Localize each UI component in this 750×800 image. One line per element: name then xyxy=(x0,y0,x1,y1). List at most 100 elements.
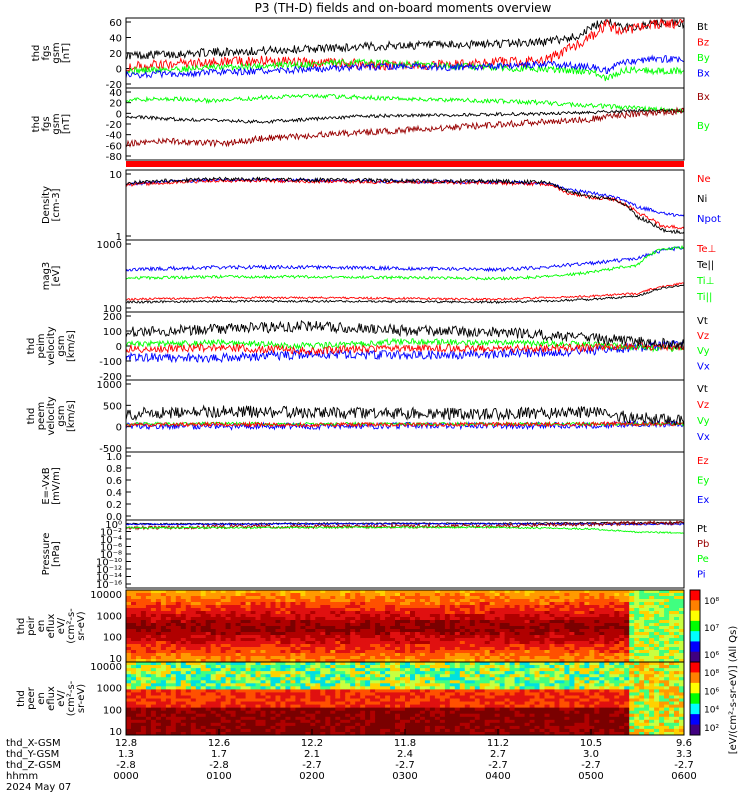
heatmap-cell xyxy=(395,599,401,603)
heatmap-cell xyxy=(549,638,555,642)
heatmap-cell xyxy=(679,617,685,621)
heatmap-cell xyxy=(200,590,207,594)
ytick-label: 10000 xyxy=(90,590,122,601)
heatmap-cell xyxy=(235,719,242,724)
ytick-label: 10⁻⁶ xyxy=(100,543,122,554)
heatmap-cell xyxy=(300,656,306,660)
heatmap-cell xyxy=(160,593,167,597)
heatmap-cell xyxy=(429,665,436,669)
heatmap-cell xyxy=(285,704,291,709)
heatmap-cell xyxy=(175,620,182,624)
heatmap-cell xyxy=(126,611,132,615)
heatmap-cell xyxy=(310,629,316,633)
heatmap-cell xyxy=(449,650,456,654)
heatmap-cell xyxy=(504,647,511,651)
heatmap-cell xyxy=(305,641,311,645)
heatmap-cell xyxy=(220,728,227,733)
heatmap-cell xyxy=(355,623,361,627)
heatmap-cell xyxy=(424,704,431,709)
heatmap-cell xyxy=(614,632,620,636)
heatmap-cell xyxy=(165,614,172,618)
heatmap-cell xyxy=(454,638,461,642)
heatmap-cell xyxy=(405,716,411,721)
heatmap-cell xyxy=(250,620,257,624)
heatmap-cell xyxy=(524,698,531,702)
heatmap-cell xyxy=(405,650,411,654)
heatmap-cell xyxy=(489,668,496,672)
heatmap-cell xyxy=(300,689,306,693)
heatmap-cell xyxy=(494,692,501,696)
heatmap-cell xyxy=(459,683,466,687)
heatmap-cell xyxy=(270,653,276,657)
heatmap-cell xyxy=(410,689,416,693)
heatmap-cell xyxy=(195,608,202,612)
heatmap-cell xyxy=(479,659,486,663)
heatmap-cell xyxy=(126,635,132,639)
heatmap-cell xyxy=(235,665,242,669)
heatmap-cell xyxy=(644,638,650,642)
legend-Te: Te|| xyxy=(696,260,714,271)
heatmap-cell xyxy=(365,638,371,642)
heatmap-cell xyxy=(155,722,162,727)
heatmap-cell xyxy=(499,728,506,733)
heatmap-cell xyxy=(449,632,456,636)
heatmap-cell xyxy=(205,629,212,633)
heatmap-cell xyxy=(155,683,162,687)
heatmap-cell xyxy=(529,725,536,730)
heatmap-cell xyxy=(454,617,461,621)
heatmap-cell xyxy=(444,653,451,657)
heatmap-cell xyxy=(320,701,326,705)
heatmap-cell xyxy=(280,732,286,736)
ylabel-line: gsm xyxy=(51,42,62,63)
heatmap-cell xyxy=(514,644,521,648)
heatmap-cell xyxy=(484,602,491,606)
heatmap-cell xyxy=(669,638,675,642)
heatmap-cell xyxy=(355,614,361,618)
heatmap-cell xyxy=(330,599,336,603)
heatmap-cell xyxy=(335,602,341,606)
heatmap-cell xyxy=(594,614,600,618)
heatmap-cell xyxy=(170,671,177,675)
heatmap-cell xyxy=(375,701,381,705)
heatmap-cell xyxy=(449,602,456,606)
heatmap-cell xyxy=(654,593,660,597)
heatmap-cell xyxy=(225,614,232,618)
heatmap-cell xyxy=(395,611,401,615)
heatmap-cell xyxy=(365,710,371,715)
heatmap-cell xyxy=(365,620,371,624)
heatmap-cell xyxy=(429,593,436,597)
heatmap-cell xyxy=(644,596,650,600)
heatmap-cell xyxy=(415,611,421,615)
heatmap-cell xyxy=(340,641,346,645)
heatmap-cell xyxy=(131,602,137,606)
heatmap-cell xyxy=(499,695,506,699)
heatmap-cell xyxy=(325,641,331,645)
heatmap-cell xyxy=(325,686,331,690)
panel-ylabel: thdpeemvelocitygsm[km/s] xyxy=(26,396,77,435)
heatmap-cell xyxy=(140,602,147,606)
ylabel-line: sr-eV) xyxy=(76,611,87,640)
heatmap-cell xyxy=(415,617,421,621)
heatmap-cell xyxy=(519,698,526,702)
heatmap-cell xyxy=(499,707,506,712)
heatmap-cell xyxy=(494,671,501,675)
heatmap-cell xyxy=(310,596,316,600)
heatmap-cell xyxy=(260,728,266,733)
heatmap-cell xyxy=(140,695,147,699)
heatmap-cell xyxy=(260,623,266,627)
heatmap-cell xyxy=(464,713,471,718)
heatmap-cell xyxy=(215,732,222,736)
heatmap-cell xyxy=(444,605,451,609)
heatmap-cell xyxy=(365,665,371,669)
heatmap-cell xyxy=(629,608,635,612)
series-Ti-line xyxy=(125,246,685,273)
ylabel-line: peir xyxy=(26,615,37,635)
heatmap-cell xyxy=(400,698,406,702)
heatmap-cell xyxy=(260,725,266,730)
heatmap-cell xyxy=(305,638,311,642)
heatmap-cell xyxy=(400,668,406,672)
heatmap-cell xyxy=(584,599,590,603)
heatmap-cell xyxy=(255,671,261,675)
heatmap-cell xyxy=(230,732,237,736)
heatmap-cell xyxy=(489,644,496,648)
